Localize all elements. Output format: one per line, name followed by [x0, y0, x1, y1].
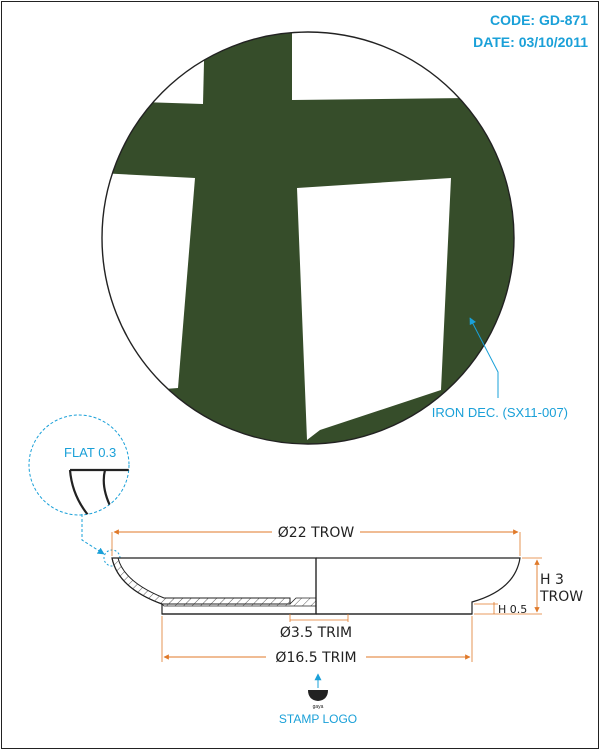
outer-diameter-dimension: Ø22 TROW — [111, 525, 521, 556]
height-label-line1: H 3 — [540, 572, 564, 588]
code-label: CODE: GD-871 — [490, 12, 588, 28]
flat-detail-callout: FLAT 0.3 — [28, 414, 130, 516]
stamp-bowl-icon — [308, 690, 328, 701]
stamp-logo-label: STAMP LOGO — [279, 712, 357, 726]
detail-leader-line — [81, 514, 105, 555]
inner-trim-label: Ø3.5 TRIM — [280, 625, 352, 641]
foot-diameter-dimension: Ø16.5 TRIM — [161, 616, 473, 666]
stamp-brand: gaya — [313, 704, 324, 710]
inner-trim-dimension: Ø3.5 TRIM — [280, 614, 352, 641]
plate-top-view — [101, 31, 515, 445]
flat-label: FLAT 0.3 — [64, 445, 116, 460]
iron-decoration-pattern — [102, 32, 514, 444]
date-label: DATE: 03/10/2011 — [473, 34, 588, 50]
decoration-label: IRON DEC. (SX11-007) — [432, 405, 568, 420]
height-dimension: H 3 TROW — [474, 557, 583, 615]
height-label-line2: TROW — [539, 589, 583, 605]
outer-diameter-label: Ø22 TROW — [278, 525, 355, 541]
foot-diameter-label: Ø16.5 TRIM — [275, 650, 356, 666]
foot-height-dimension: H 0.5 — [474, 602, 527, 616]
stamp-logo: gaya STAMP LOGO — [279, 673, 357, 726]
foot-height-label: H 0.5 — [498, 603, 527, 616]
decoration-leader-line — [469, 317, 499, 398]
plate-cross-section — [111, 557, 521, 615]
